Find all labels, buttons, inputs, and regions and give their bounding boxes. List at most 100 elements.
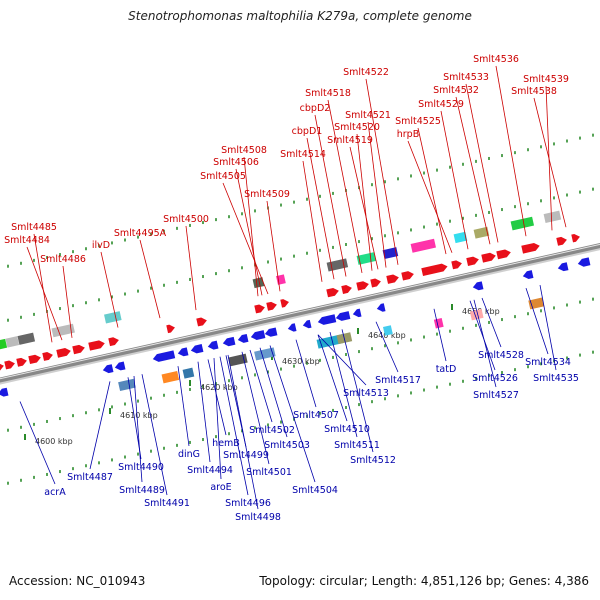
leader-line (375, 321, 399, 373)
forward-gene-arrow (451, 260, 462, 270)
gene-shape (571, 233, 580, 243)
gene-label: Smlt4505 (200, 171, 246, 182)
forward-gene-arrow (166, 324, 175, 334)
gene-shape (114, 361, 126, 371)
gene-label: Smlt4499 (223, 450, 269, 461)
gene-shape (341, 285, 352, 294)
leader-line (327, 99, 363, 273)
gene-shape (577, 257, 591, 267)
gene-shape (264, 327, 278, 337)
forward-gene-arrow (326, 287, 339, 298)
bottom-labels: acrASmlt4487Smlt4490Smlt4489Smlt4491dinG… (19, 284, 579, 523)
feature-box (510, 216, 535, 231)
reverse-gene-arrow (557, 262, 569, 272)
gene-label: Smlt4513 (343, 388, 389, 399)
leader-line (367, 121, 387, 268)
gene-label: Smlt4539 (523, 74, 569, 85)
feature-rect (51, 323, 75, 338)
leader-line (139, 239, 161, 319)
leader-line (177, 366, 190, 447)
gene-shape (356, 281, 369, 291)
feature-rect (118, 378, 136, 392)
forward-gene-arrow (42, 352, 53, 361)
feature-rect (453, 231, 468, 244)
gene-shape (207, 340, 219, 350)
feature-box (410, 238, 436, 253)
gene-shape (352, 308, 362, 318)
reverse-gene-arrow (335, 311, 351, 321)
gene-shape (250, 330, 266, 340)
leader-line (465, 83, 499, 243)
leader-line (440, 110, 469, 250)
gene-label: ilvD (92, 240, 110, 251)
leader-line (433, 308, 447, 362)
forward-gene-arrow (370, 278, 381, 288)
backbone-line (0, 243, 600, 383)
gene-label: Smlt4532 (433, 85, 479, 96)
gene-shape (401, 271, 414, 281)
forward-gene-arrow (386, 274, 399, 284)
feature-box (118, 378, 136, 392)
gene-shape (254, 304, 265, 314)
gene-label: Smlt4501 (246, 467, 292, 478)
gene-shape (177, 347, 189, 357)
gene-shape (370, 278, 381, 288)
forward-gene-arrow (356, 281, 369, 291)
accession-text: Accession: NC_010943 (9, 574, 146, 588)
gene-label: Smlt4528 (478, 350, 524, 361)
backbone-highlight (0, 243, 600, 380)
gene-label: cbpD1 (292, 126, 323, 137)
gene-shape (287, 323, 297, 332)
top-labels: Smlt4485 Smlt4484 Smlt4486 ilvD Smlt4495A Sml… (4, 54, 569, 343)
reverse-gene-arrow (0, 387, 9, 397)
gene-shape (521, 242, 540, 254)
gene-label: tatD (436, 364, 457, 375)
gene-label: Smlt4510 (324, 424, 370, 435)
forward-gene-arrow (196, 317, 207, 327)
leader-line (266, 200, 281, 292)
feature-box (161, 371, 180, 384)
leader-line (317, 334, 367, 386)
feature-box (0, 338, 8, 351)
forward-gene-arrow (421, 263, 448, 277)
gene-shape (72, 344, 85, 355)
gene-label: Smlt4512 (350, 455, 396, 466)
leader-line (533, 97, 567, 228)
gene-label: cbpD2 (300, 103, 331, 114)
gene-shape (466, 256, 479, 266)
reverse-gene-arrow (190, 344, 204, 354)
feature-box (433, 317, 444, 329)
leader-line (235, 168, 263, 296)
reverse-gene-arrow (577, 257, 591, 267)
leader-line (213, 358, 222, 480)
reverse-gene-arrow (472, 281, 484, 291)
feature-rect (254, 347, 276, 361)
forward-gene-arrow (28, 354, 41, 365)
genes (0, 210, 591, 397)
gene-shape (102, 364, 114, 374)
leader-line (469, 300, 496, 371)
gene-shape (222, 336, 236, 347)
gene-label: Smlt4538 (511, 86, 557, 97)
leader-line (539, 284, 557, 371)
leader-line (295, 339, 317, 408)
feature-rect (382, 247, 399, 260)
leader-line (26, 246, 63, 341)
gene-shape (326, 287, 339, 298)
leader-line (259, 347, 288, 438)
reverse-gene-arrow (352, 308, 362, 318)
leader-line (100, 251, 119, 328)
leader-line (495, 65, 527, 237)
feature-box (473, 226, 490, 239)
feature-box (254, 347, 276, 361)
gene-label: Smlt4517 (375, 375, 421, 386)
gene-label: Smlt4519 (327, 135, 373, 146)
gene-shape (196, 317, 207, 327)
gene-label: dinG (178, 449, 200, 460)
gene-label: Smlt4504 (292, 485, 338, 496)
feature-rect (252, 277, 265, 289)
forward-gene-arrow (556, 236, 567, 246)
reverse-gene-arrow (222, 336, 236, 347)
gene-label: Smlt4496 (225, 498, 271, 509)
